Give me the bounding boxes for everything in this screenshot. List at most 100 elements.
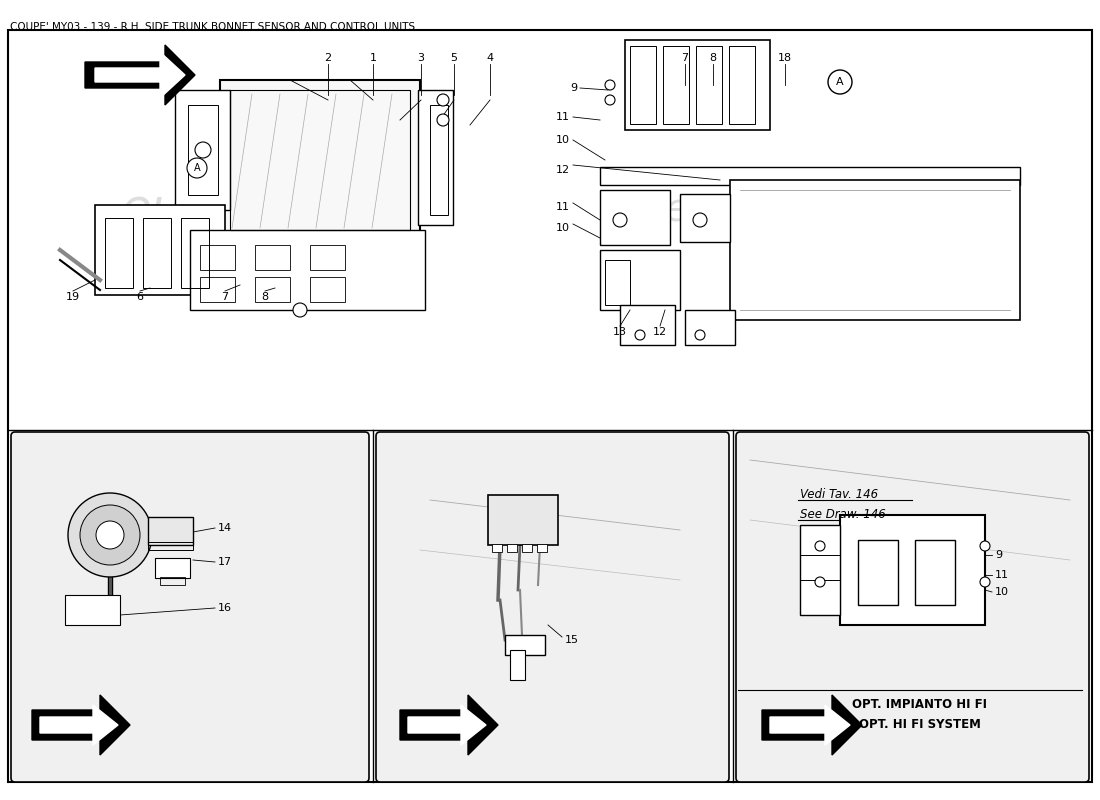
- Bar: [663, 46, 689, 124]
- Bar: [915, 540, 955, 605]
- Bar: [148, 542, 192, 550]
- Bar: [492, 544, 502, 552]
- Bar: [104, 218, 133, 288]
- Bar: [625, 40, 770, 130]
- Bar: [65, 595, 120, 625]
- Text: 9: 9: [996, 550, 1002, 560]
- Bar: [522, 544, 532, 552]
- Bar: [840, 515, 984, 625]
- Text: eurospartes: eurospartes: [475, 573, 625, 597]
- Circle shape: [605, 80, 615, 90]
- Text: A: A: [194, 163, 200, 173]
- Polygon shape: [85, 45, 195, 105]
- Bar: [560, 31, 1092, 429]
- Circle shape: [187, 158, 207, 178]
- Text: 1: 1: [370, 53, 376, 63]
- Bar: [680, 194, 730, 242]
- Text: 11: 11: [556, 112, 570, 122]
- Text: A: A: [836, 77, 844, 87]
- Bar: [310, 277, 345, 302]
- FancyBboxPatch shape: [11, 432, 368, 782]
- Text: 6: 6: [136, 292, 143, 302]
- Bar: [95, 205, 226, 295]
- Circle shape: [815, 541, 825, 551]
- Bar: [510, 650, 525, 680]
- Circle shape: [635, 330, 645, 340]
- Text: 11: 11: [996, 570, 1009, 580]
- Text: COUPE' MY03 - 139 - R.H. SIDE TRUNK BONNET SENSOR AND CONTROL UNITS: COUPE' MY03 - 139 - R.H. SIDE TRUNK BONN…: [10, 22, 415, 32]
- Text: 8: 8: [710, 53, 716, 63]
- Bar: [148, 517, 192, 545]
- Text: 12: 12: [556, 165, 570, 175]
- Bar: [858, 540, 898, 605]
- Polygon shape: [32, 695, 130, 755]
- Text: 4: 4: [486, 53, 494, 63]
- Circle shape: [195, 142, 211, 158]
- Bar: [800, 555, 840, 580]
- Circle shape: [437, 114, 449, 126]
- Circle shape: [695, 330, 705, 340]
- Bar: [384, 439, 722, 774]
- Bar: [255, 277, 290, 302]
- Circle shape: [980, 577, 990, 587]
- Text: 17: 17: [218, 557, 232, 567]
- Text: 10: 10: [556, 223, 570, 233]
- Bar: [537, 544, 547, 552]
- FancyBboxPatch shape: [376, 432, 729, 782]
- Text: 7: 7: [221, 292, 229, 302]
- Text: eurospartes: eurospartes: [834, 575, 967, 595]
- Bar: [744, 439, 1082, 774]
- Bar: [729, 46, 755, 124]
- Bar: [600, 250, 680, 310]
- Bar: [143, 218, 170, 288]
- Circle shape: [693, 213, 707, 227]
- Text: 16: 16: [218, 603, 232, 613]
- Circle shape: [815, 577, 825, 587]
- Bar: [800, 525, 840, 615]
- Polygon shape: [770, 705, 850, 745]
- Circle shape: [80, 505, 140, 565]
- Bar: [696, 46, 722, 124]
- Text: See Draw. 146: See Draw. 146: [800, 509, 886, 522]
- Bar: [200, 277, 235, 302]
- Text: 10: 10: [996, 587, 1009, 597]
- Bar: [418, 90, 453, 225]
- Bar: [310, 245, 345, 270]
- Bar: [685, 310, 735, 345]
- Bar: [730, 180, 1020, 320]
- Polygon shape: [400, 695, 498, 755]
- Text: 11: 11: [556, 202, 570, 212]
- Bar: [507, 544, 517, 552]
- Circle shape: [68, 493, 152, 577]
- Bar: [230, 90, 410, 230]
- Polygon shape: [95, 52, 185, 98]
- Text: 19: 19: [66, 292, 80, 302]
- Text: 14: 14: [218, 523, 232, 533]
- Bar: [505, 635, 544, 655]
- Bar: [190, 230, 425, 310]
- Text: OPT. HI FI SYSTEM: OPT. HI FI SYSTEM: [859, 718, 981, 731]
- Text: 5: 5: [451, 53, 458, 63]
- Circle shape: [828, 70, 852, 94]
- Text: 10: 10: [556, 135, 570, 145]
- Text: eurospartes: eurospartes: [663, 191, 896, 229]
- Text: 15: 15: [565, 635, 579, 645]
- Text: 3: 3: [418, 53, 425, 63]
- Text: 12: 12: [653, 327, 667, 337]
- Text: 13: 13: [613, 327, 627, 337]
- Text: OPT. IMPIANTO HI FI: OPT. IMPIANTO HI FI: [852, 698, 988, 711]
- Bar: [630, 46, 656, 124]
- Bar: [155, 558, 190, 578]
- Circle shape: [293, 303, 307, 317]
- Polygon shape: [408, 705, 486, 745]
- Text: sparesparts: sparesparts: [117, 573, 264, 597]
- Bar: [9, 31, 1092, 429]
- Bar: [488, 495, 558, 545]
- Circle shape: [437, 94, 449, 106]
- Bar: [200, 245, 235, 270]
- Polygon shape: [40, 705, 118, 745]
- Text: 2: 2: [324, 53, 331, 63]
- Bar: [160, 577, 185, 585]
- Polygon shape: [762, 695, 862, 755]
- Bar: [188, 105, 218, 195]
